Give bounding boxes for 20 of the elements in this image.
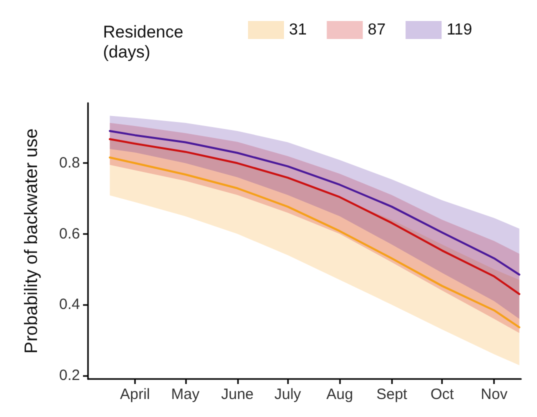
y-axis-title: Probability of backwater use (21, 128, 41, 354)
line-series (108, 130, 520, 276)
line-series (108, 138, 520, 296)
y-tick-label: 0.4 (59, 296, 80, 314)
x-tick-label: Nov (480, 386, 508, 403)
y-tick-label: 0.2 (59, 366, 80, 384)
x-tick-label: Aug (326, 386, 354, 403)
x-tick-label: July (274, 386, 302, 403)
y-tick-label: 0.6 (59, 225, 80, 242)
x-tick-label: April (120, 386, 150, 403)
legend-title: Residence (days) (103, 22, 184, 62)
y-tick-label: 0.8 (59, 154, 80, 172)
x-tick-label: Oct (430, 386, 455, 403)
x-tick-label: Sept (376, 386, 408, 403)
legend-label: 87 (368, 22, 386, 38)
x-tick-label: May (171, 386, 200, 403)
legend-label: 31 (289, 22, 307, 38)
line-series (108, 156, 520, 328)
legend-label: 119 (446, 22, 472, 38)
x-tick-label: June (221, 386, 254, 403)
